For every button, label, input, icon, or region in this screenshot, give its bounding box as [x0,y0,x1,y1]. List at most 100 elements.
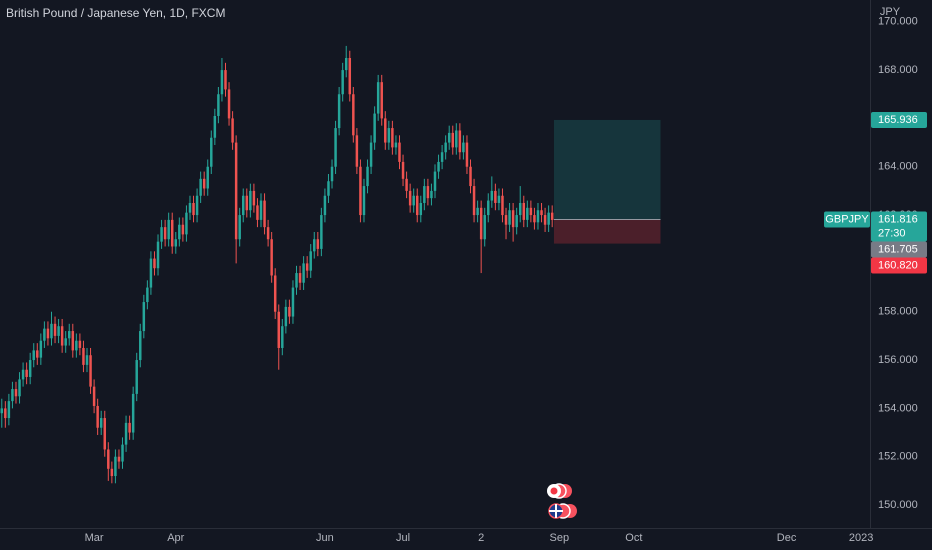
y-tick-label: 154.000 [878,402,918,414]
candle-body [227,89,231,119]
candle-body [433,171,437,191]
candle-body [362,186,366,216]
candle-body [14,389,18,397]
x-tick-label: Jun [316,532,334,544]
candle-body [327,181,330,196]
y-tick-label: 158.000 [878,306,918,318]
candle-body [121,444,124,462]
candle-body [174,239,178,247]
candle-body [210,137,213,167]
candle-body [160,227,163,242]
candle-body [99,418,103,428]
candle-body [444,142,447,153]
candle-body [550,212,554,220]
candle-body [199,178,202,196]
candle-body [373,113,376,143]
candle-body [501,195,504,216]
candle-body [263,200,266,228]
candle-body [146,287,149,303]
candle-body [337,94,341,129]
candle-body [259,200,263,220]
symbol-tag [824,211,870,228]
candle-body [256,205,259,220]
y-tick-label: 156.000 [878,354,918,366]
candle-body [96,405,99,428]
candle-body [273,275,277,312]
price-tag [871,211,927,242]
candle-body [0,408,4,414]
candle-body [242,195,245,216]
candle-body [25,369,28,377]
candle-body [504,215,508,225]
candle-body [231,118,234,143]
candle-body [234,142,238,240]
candle-body [341,70,344,95]
candle-body [316,239,320,249]
price-tag-label: 161.705 [878,243,918,255]
candle-body [344,57,348,71]
x-tick-label: Mar [85,532,104,544]
candle-body [224,70,227,90]
candle-body [479,207,483,240]
candle-body [163,227,167,240]
candle-body [270,239,273,276]
candle-body [359,166,362,216]
candle-body [366,166,369,187]
price-tag-label: 165.936 [878,114,918,126]
candle-body [295,273,298,288]
candle-body [149,258,153,288]
candle-body [114,456,117,477]
candle-body [181,224,185,235]
candle-body [206,166,209,189]
price-tag [871,111,927,128]
candle-body [153,258,156,269]
candle-body [323,195,327,216]
y-tick-label: 150.000 [878,499,918,511]
candle-body [53,323,57,336]
candle-body [39,340,43,358]
candle-body [103,418,106,450]
candle-body [309,251,312,271]
candle-body [50,323,53,339]
y-tick-label: 170.000 [878,16,918,28]
candle-body [518,202,522,216]
candle-body [195,195,199,216]
event-icons [547,483,577,519]
candle-body [476,207,479,216]
candle-body [426,186,430,199]
candle-body [217,94,220,116]
candle-body [355,135,359,167]
candle-body [497,195,501,203]
candle-body [21,369,25,380]
candle-body [298,273,302,283]
candle-body [423,186,426,203]
price-tag-label: 160.820 [878,259,918,271]
candle-body [455,130,458,148]
countdown: 27:30 [878,227,906,239]
candle-body [469,166,472,187]
candle-body [320,215,323,249]
candle-body [380,82,383,119]
candle-body [313,239,316,252]
candle-body [75,340,78,351]
candle-body [117,456,121,462]
candle-body [369,142,373,167]
candle-body [131,393,135,433]
chart-title: British Pound / Japanese Yen, 1D, FXCM [6,6,225,20]
candle-body [408,190,412,206]
candle-body [447,132,451,143]
candle-body [430,190,433,199]
candle-body [277,311,280,348]
candle-body [281,326,284,348]
candle-body [82,347,85,365]
candle-body [508,210,511,225]
candle-body [170,219,174,247]
candle-body [139,331,142,361]
candle-body [387,128,391,143]
candle-body [178,224,181,240]
candle-body [288,306,291,317]
x-tick-label: 2023 [849,532,873,544]
candle-body [483,215,486,240]
candle-body [60,326,64,346]
